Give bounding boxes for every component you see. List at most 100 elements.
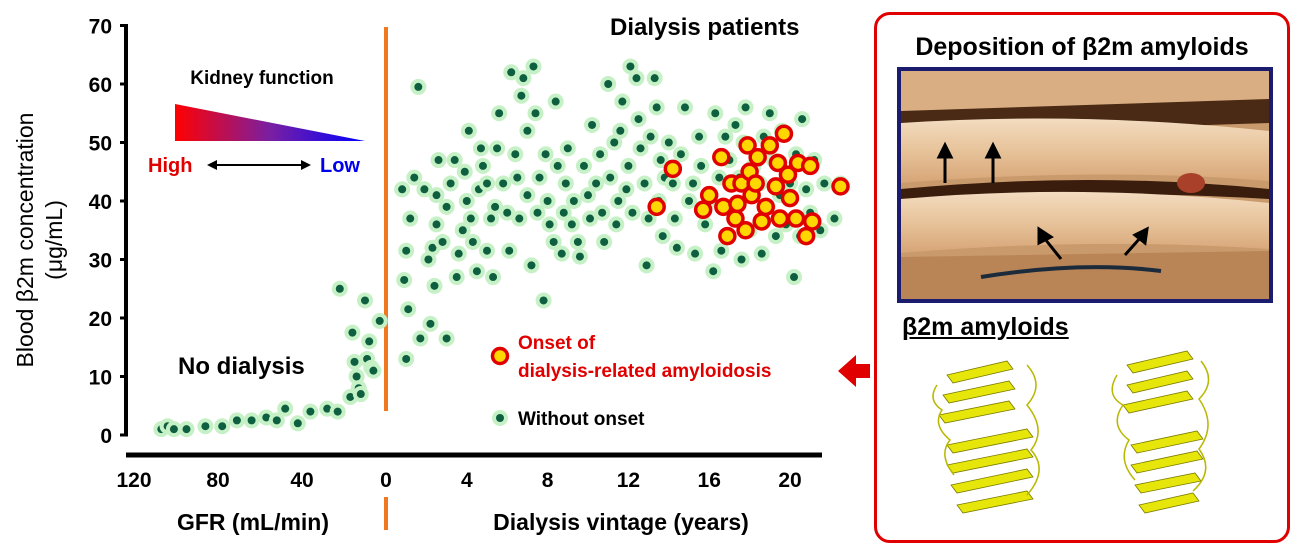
without-onset-point	[527, 105, 544, 122]
without-onset-point	[511, 210, 528, 227]
without-onset-point	[464, 233, 481, 250]
without-onset-point	[541, 216, 558, 233]
without-onset-point	[450, 245, 467, 262]
without-onset-point	[630, 111, 647, 128]
y-tick-label: 10	[89, 367, 112, 390]
without-onset-point	[555, 204, 572, 221]
point-core	[503, 208, 512, 217]
without-onset-point	[592, 146, 609, 163]
point-core	[567, 220, 576, 229]
point-core	[541, 150, 550, 159]
point-core	[375, 316, 384, 325]
without-onset-point	[569, 233, 586, 250]
point-core	[701, 220, 710, 229]
onset-point	[786, 209, 806, 228]
kidney-function-label: Kidney function	[190, 68, 334, 89]
point-core	[424, 255, 433, 264]
point-core	[464, 126, 473, 135]
point-core	[462, 197, 471, 205]
without-onset-point	[786, 269, 803, 286]
without-onset-point	[456, 163, 473, 180]
point-core	[717, 246, 726, 255]
onset-point	[831, 177, 850, 196]
without-onset-point	[371, 312, 388, 329]
without-onset-point	[608, 216, 625, 233]
no-dialysis-label: No dialysis	[178, 353, 305, 380]
without-onset-point	[501, 242, 518, 259]
without-onset-point	[563, 216, 580, 233]
point-core	[452, 273, 461, 282]
point-core	[442, 202, 451, 211]
without-onset-point	[761, 105, 778, 122]
without-onset-point	[525, 58, 542, 75]
without-onset-point	[618, 181, 635, 198]
gfr-tick-label: 120	[116, 469, 151, 492]
onset-point	[663, 159, 683, 179]
legend-onset-line2: dialysis-related amyloidosis	[518, 361, 771, 382]
point-core	[561, 179, 570, 188]
point-core	[361, 296, 369, 305]
point-core	[830, 214, 839, 223]
legend-without-onset: Without onset	[518, 409, 645, 430]
point-core	[434, 156, 443, 165]
without-onset-point	[515, 70, 532, 87]
onset-point	[796, 226, 816, 246]
point-core	[646, 132, 655, 141]
without-onset-point	[329, 403, 346, 420]
point-core	[715, 173, 724, 182]
without-onset-point	[412, 330, 429, 347]
point-core	[505, 246, 514, 255]
without-onset-point	[487, 198, 504, 215]
point-core	[323, 404, 332, 413]
without-onset-point	[707, 105, 724, 122]
point-core	[656, 156, 665, 165]
without-onset-point	[559, 140, 576, 157]
point-core	[533, 208, 542, 217]
gfr-tick-label: 0	[380, 469, 392, 492]
without-onset-point	[660, 134, 677, 151]
point-core	[491, 202, 500, 211]
without-onset-point	[448, 269, 465, 286]
point-core	[741, 103, 750, 112]
point-core	[493, 144, 502, 153]
without-onset-point	[519, 122, 536, 139]
point-core	[598, 208, 607, 217]
without-onset-point	[798, 181, 815, 198]
onset-point	[800, 156, 820, 176]
without-onset-point	[410, 78, 427, 95]
point-core	[483, 179, 491, 188]
without-onset-point	[479, 242, 495, 259]
point-core	[333, 407, 342, 416]
point-core	[442, 334, 451, 343]
without-onset-point	[289, 415, 306, 432]
point-core	[614, 197, 623, 205]
point-core	[515, 214, 524, 223]
legend-onset-marker	[490, 346, 510, 366]
point-core	[476, 144, 485, 153]
point-core	[557, 249, 566, 258]
without-onset-point	[549, 157, 566, 174]
point-core	[553, 161, 562, 170]
without-onset-point	[794, 111, 811, 128]
without-onset-point	[632, 140, 649, 157]
point-core	[369, 366, 378, 375]
y-tick-label: 0	[100, 425, 112, 448]
without-onset-point	[610, 193, 627, 209]
point-core	[798, 115, 807, 124]
without-onset-point	[580, 187, 596, 204]
without-onset-point	[426, 277, 443, 294]
onset-point	[748, 147, 767, 167]
without-onset-point	[705, 263, 722, 280]
without-onset-point	[243, 412, 260, 429]
without-onset-point	[523, 257, 540, 274]
point-core	[438, 237, 447, 246]
without-onset-point	[434, 233, 451, 250]
point-core	[428, 243, 437, 252]
point-core	[446, 179, 455, 188]
without-onset-point	[753, 245, 770, 262]
without-onset-point	[428, 187, 445, 204]
without-onset-point	[398, 350, 415, 367]
point-core	[402, 354, 411, 363]
without-onset-point	[454, 222, 471, 239]
point-core	[531, 109, 540, 118]
